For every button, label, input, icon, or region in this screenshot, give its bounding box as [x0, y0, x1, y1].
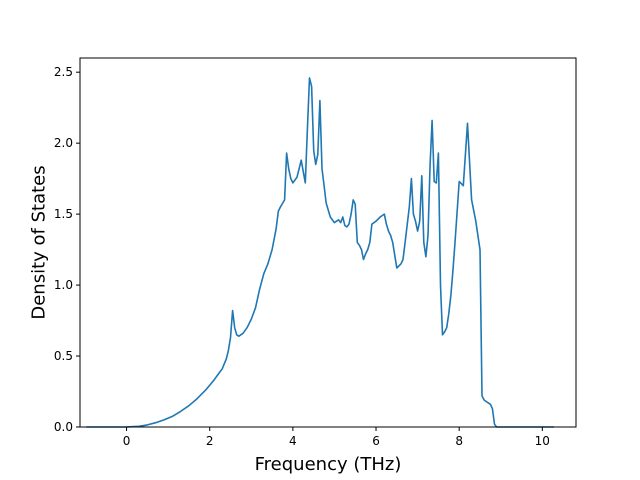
x-tick-label: 2 [206, 434, 214, 448]
x-tick-label: 6 [372, 434, 380, 448]
y-tick-label: 2.0 [54, 136, 73, 150]
y-tick-label: 1.0 [54, 278, 73, 292]
x-axis-label: Frequency (THz) [255, 454, 402, 475]
dos-series-line [86, 77, 554, 428]
axes-frame [79, 57, 577, 428]
x-tick-label: 10 [535, 434, 550, 448]
ticks-layer: 0 2 4 6 8 10 0.0 0.5 1.0 1.5 2.0 2.5 [54, 65, 550, 448]
x-tick-label: 8 [455, 434, 463, 448]
x-tick-label: 4 [289, 434, 297, 448]
y-tick-label: 0.0 [54, 420, 73, 434]
plot-layer [86, 77, 554, 428]
x-tick-label: 0 [123, 434, 131, 448]
y-tick-label: 2.5 [54, 65, 73, 79]
y-tick-label: 1.5 [54, 207, 73, 221]
y-tick-label: 0.5 [54, 349, 73, 363]
y-axis-label: Density of States [28, 165, 49, 319]
